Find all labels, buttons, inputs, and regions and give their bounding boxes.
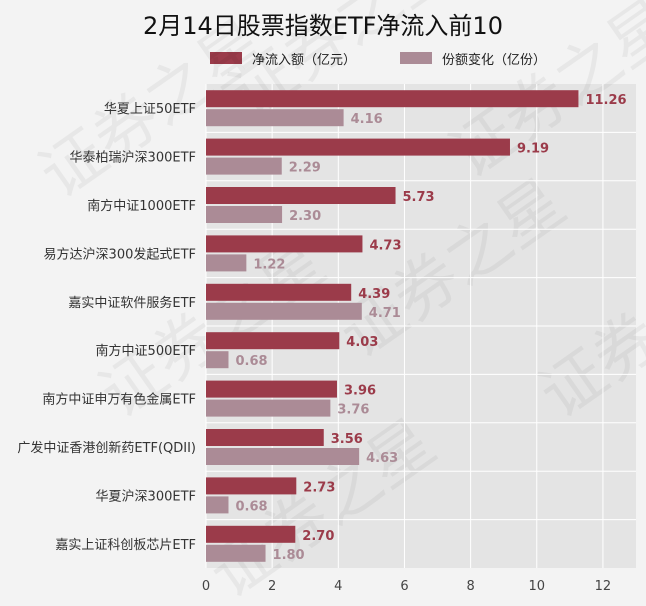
x-tick-label-6: 12 — [595, 579, 612, 594]
bar-s1-5 — [206, 351, 229, 369]
value-label-s1-3: 1.22 — [253, 257, 285, 272]
bar-s1-7 — [206, 448, 360, 465]
category-label-1: 华泰柏瑞沪深300ETF — [70, 150, 196, 166]
legend-item-net-inflow: 净流入额（亿元） — [210, 49, 356, 68]
bar-s0-7 — [206, 429, 324, 446]
legend: 净流入额（亿元） 份额变化（亿份） — [210, 48, 590, 68]
category-label-6: 南方中证申万有色金属ETF — [42, 392, 196, 408]
value-label-s0-1: 9.19 — [517, 142, 549, 157]
legend-item-share-change: 份额变化（亿份） — [400, 49, 546, 68]
bar-s1-6 — [206, 399, 331, 417]
bar-s0-1 — [206, 138, 510, 156]
legend-swatch-net-inflow — [210, 52, 242, 64]
x-tick-label-3: 6 — [400, 579, 408, 594]
category-label-3: 易方达沪深300发起式ETF — [44, 246, 196, 262]
x-tick-label-0: 0 — [202, 579, 210, 594]
bar-s1-2 — [206, 206, 283, 223]
value-label-s0-6: 3.96 — [344, 384, 376, 399]
bar-s1-9 — [206, 544, 266, 562]
value-label-s1-9: 1.80 — [273, 548, 305, 563]
category-label-4: 嘉实中证软件服务ETF — [68, 295, 196, 311]
x-tick-label-2: 4 — [334, 579, 342, 594]
bar-s1-3 — [206, 254, 247, 272]
category-label-0: 华夏上证50ETF — [104, 102, 196, 117]
category-label-8: 华夏沪深300ETF — [96, 488, 196, 504]
value-label-s1-8: 0.68 — [235, 499, 267, 514]
value-label-s1-1: 2.29 — [289, 161, 321, 176]
bar-s0-8 — [206, 477, 297, 495]
category-label-9: 嘉实上证科创板芯片ETF — [55, 538, 196, 553]
value-label-s1-6: 3.76 — [337, 403, 369, 418]
category-label-2: 南方中证1000ETF — [87, 198, 196, 214]
value-label-s0-9: 2.70 — [302, 529, 334, 544]
value-label-s0-2: 5.73 — [403, 190, 435, 205]
bar-s0-9 — [206, 525, 296, 543]
bar-s0-0 — [206, 90, 579, 108]
x-tick-label-4: 8 — [466, 579, 474, 594]
x-tick-label-1: 2 — [268, 579, 276, 594]
value-label-s1-4: 4.71 — [369, 306, 401, 321]
legend-label-share-change: 份额变化（亿份） — [442, 52, 547, 68]
value-label-s1-0: 4.16 — [351, 112, 383, 127]
legend-swatch-share-change — [400, 52, 433, 64]
bar-s0-3 — [206, 235, 363, 253]
bar-s0-2 — [206, 187, 396, 204]
bar-s1-8 — [206, 496, 229, 514]
value-label-s1-2: 2.30 — [289, 209, 321, 224]
legend-label-net-inflow: 净流入额（亿元） — [252, 52, 357, 68]
value-label-s1-5: 0.68 — [235, 354, 267, 369]
value-label-s0-0: 11.26 — [585, 93, 626, 108]
category-label-7: 广发中证香港创新药ETF(QDII) — [17, 440, 196, 456]
bar-s1-1 — [206, 157, 282, 175]
value-label-s0-7: 3.56 — [331, 432, 363, 447]
bar-s0-5 — [206, 332, 340, 350]
value-label-s0-4: 4.39 — [358, 287, 390, 302]
value-label-s0-5: 4.03 — [346, 335, 378, 350]
bar-s0-6 — [206, 380, 337, 398]
bar-s1-4 — [206, 302, 362, 320]
value-label-s0-8: 2.73 — [303, 480, 335, 495]
value-label-s0-3: 4.73 — [369, 238, 401, 253]
bar-s1-0 — [206, 109, 344, 127]
bar-s0-4 — [206, 283, 352, 301]
value-label-s1-7: 4.63 — [366, 451, 398, 466]
category-label-5: 南方中证500ETF — [96, 343, 196, 359]
chart-title: 2月14日股票指数ETF净流入前10 — [143, 12, 503, 40]
x-tick-label-5: 10 — [528, 579, 545, 594]
